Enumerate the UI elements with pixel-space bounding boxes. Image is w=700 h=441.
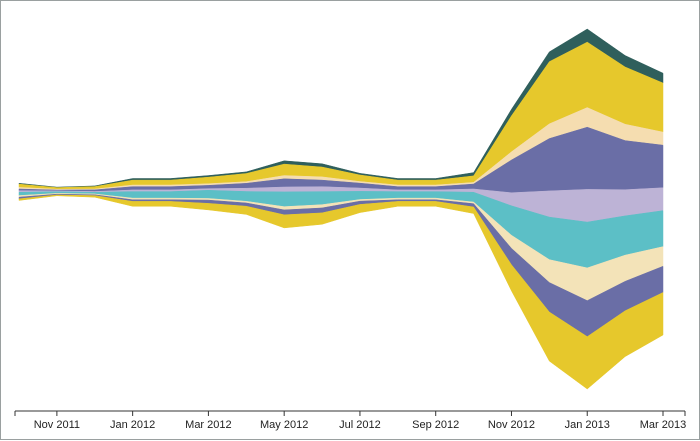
x-tick-label: Mar 2013 [640,419,686,431]
stream-layer-9 [18,194,664,390]
x-tick-label: Nov 2011 [34,419,80,431]
x-tick-label: Jul 2012 [339,419,381,431]
x-tick-label: May 2012 [260,419,308,431]
x-axis: Nov 2011 Jan 2012 Mar 2012 May 2012 Jul 2012… [14,410,686,431]
x-tick-label: Mar 2012 [185,419,231,431]
x-tick-label: Jan 2013 [565,419,610,431]
x-tick-label: Sep 2012 [412,419,459,431]
x-tick-label: Nov 2012 [488,419,535,431]
x-tick-label: Jan 2012 [110,419,155,431]
stream-layers [18,28,664,390]
